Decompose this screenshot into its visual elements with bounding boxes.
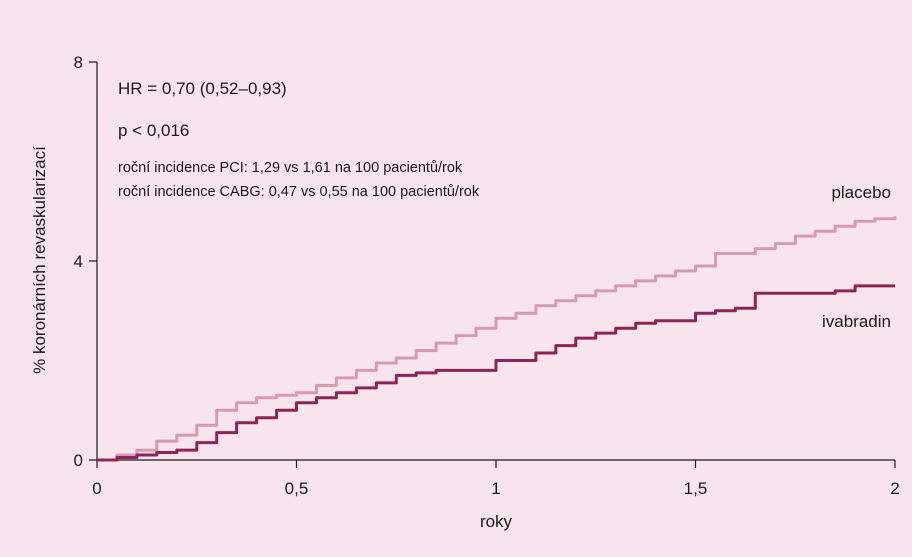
x-axis-label: roky xyxy=(480,512,513,531)
x-tick-label: 2 xyxy=(890,479,899,498)
x-ticks: 0 0,5 1 1,5 2 xyxy=(92,460,900,498)
y-tick-label: 8 xyxy=(74,53,83,72)
y-tick-label: 4 xyxy=(74,252,83,271)
y-ticks: 0 4 8 xyxy=(74,53,97,470)
y-axis-label: % koronárních revaskularizací xyxy=(30,146,49,374)
p-value-annotation: p < 0,016 xyxy=(118,121,189,140)
series-label-ivabradin: ivabradin xyxy=(822,312,891,331)
x-tick-label: 1,5 xyxy=(684,479,708,498)
series-line-placebo xyxy=(97,216,897,462)
hazard-ratio-annotation: HR = 0,70 (0,52–0,93) xyxy=(118,79,287,98)
series-label-placebo: placebo xyxy=(831,183,891,202)
x-tick-label: 0 xyxy=(92,479,101,498)
x-tick-label: 0,5 xyxy=(285,479,309,498)
series-line-ivabradin xyxy=(97,284,895,462)
x-tick-label: 1 xyxy=(491,479,500,498)
y-tick-label: 0 xyxy=(74,451,83,470)
pci-incidence-annotation: roční incidence PCI: 1,29 vs 1,61 na 100… xyxy=(118,160,463,176)
cabg-incidence-annotation: roční incidence CABG: 0,47 vs 0,55 na 10… xyxy=(118,184,480,200)
